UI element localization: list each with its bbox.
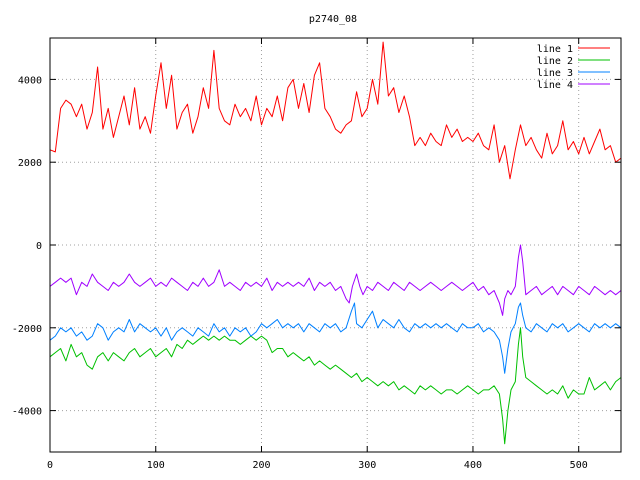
y-tick-label: 4000 (18, 75, 42, 86)
legend-label-1: line 1 (537, 44, 573, 55)
x-tick-label: 400 (464, 460, 482, 471)
x-tick-label: 500 (570, 460, 588, 471)
x-tick-label: 300 (358, 460, 376, 471)
plot-frame (49, 37, 622, 453)
series-group (49, 41, 622, 445)
x-tick-label: 200 (252, 460, 270, 471)
x-tick-label: 100 (147, 460, 165, 471)
chart-title: p2740_08 (309, 14, 357, 25)
x-tick-label: 0 (47, 460, 53, 471)
series-line-2 (49, 327, 622, 445)
y-tick-label: -4000 (12, 407, 42, 418)
legend-label-2: line 2 (537, 56, 573, 67)
series-line-4 (49, 244, 622, 316)
y-tick-label: -2000 (12, 324, 42, 335)
legend-label-3: line 3 (537, 68, 573, 79)
legend-label-4: line 4 (537, 80, 573, 91)
series-line-1 (49, 41, 622, 180)
axis-ticks: 0 100 200 300 400 500 -4000 -2000 0 2000 4000 (12, 38, 621, 471)
series-line-3 (49, 302, 622, 374)
y-tick-label: 0 (36, 241, 42, 252)
y-tick-label: 2000 (18, 158, 42, 169)
grid (49, 38, 621, 452)
